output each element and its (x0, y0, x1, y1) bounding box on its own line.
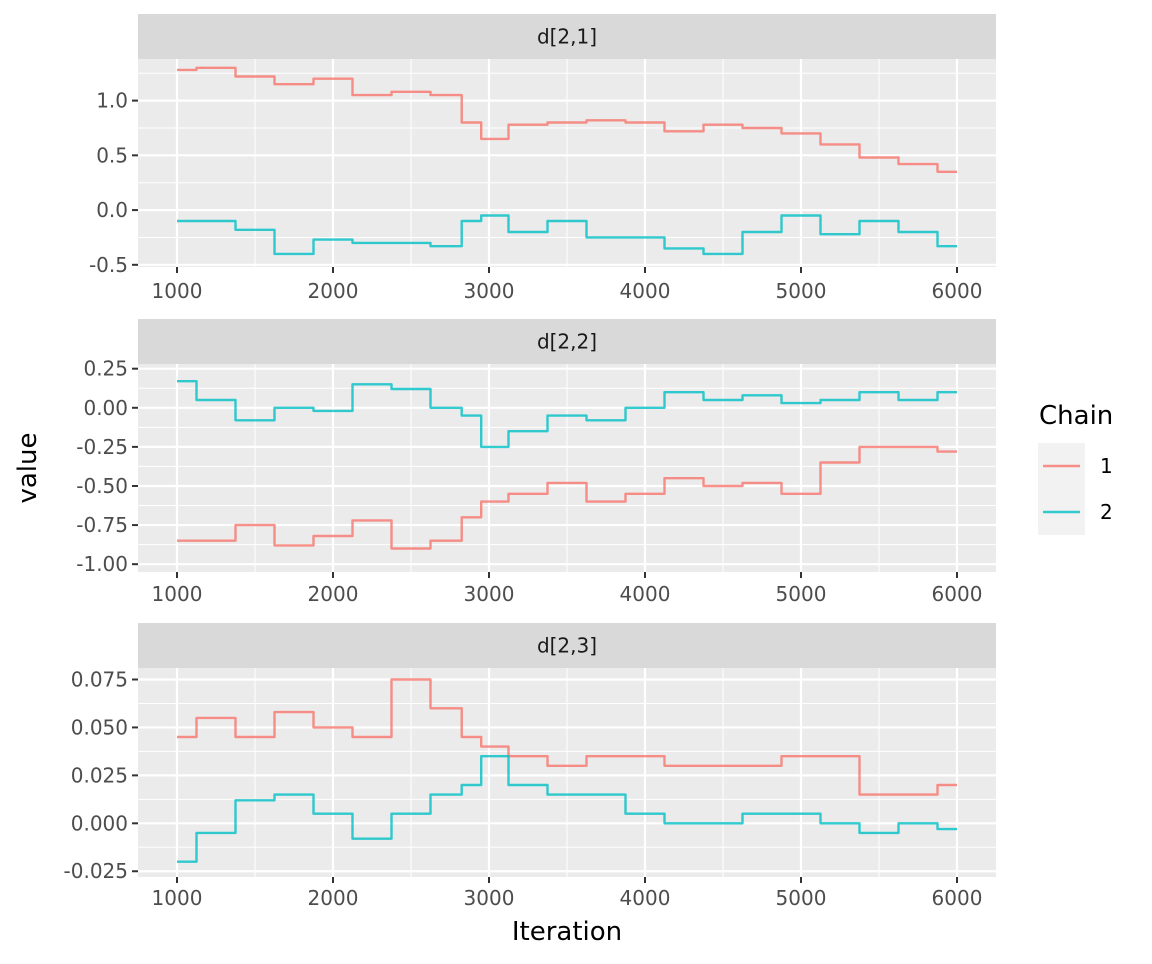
y-tick-label: 0.050 (71, 715, 128, 739)
x-tick-label: 1000 (152, 582, 203, 606)
facet-strip-label: d[2,1] (537, 25, 597, 49)
y-tick-label: 0.025 (71, 763, 128, 787)
facet-panel-1: d[2,1] -0.5 0.0 0.5 1.0 1000 2000 3000 4000 5000 6… (89, 14, 996, 303)
x-tick-label: 3000 (464, 886, 515, 910)
x-tick-label: 6000 (932, 886, 983, 910)
x-tick-label: 6000 (932, 582, 983, 606)
x-tick-label: 1000 (152, 279, 203, 303)
x-tick-label: 4000 (620, 582, 671, 606)
facet-strip (138, 14, 996, 59)
x-tick-label: 2000 (308, 279, 359, 303)
x-tick-label: 6000 (932, 279, 983, 303)
x-tick-label: 5000 (776, 886, 827, 910)
chain-2-trace-line (177, 214, 957, 256)
x-tick-label: 2000 (308, 582, 359, 606)
y-tick-label: -0.025 (64, 859, 128, 883)
facet-strip-label: d[2,2] (537, 330, 597, 354)
x-tick-label: 3000 (464, 279, 515, 303)
x-axis-title: Iteration (512, 917, 622, 947)
x-tick-label: 2000 (308, 886, 359, 910)
y-tick-label: -0.50 (76, 474, 128, 498)
legend-label-chain-1: 1 (1100, 454, 1113, 478)
chain-1-trace-line (177, 66, 957, 173)
facet-strip-label: d[2,3] (537, 634, 597, 658)
y-tick-label: -0.75 (76, 513, 128, 537)
legend-title: Chain (1039, 401, 1113, 431)
x-tick-label: 3000 (464, 582, 515, 606)
y-axis-title: value (13, 432, 43, 503)
legend-label-chain-2: 2 (1100, 500, 1113, 524)
y-tick-label: -1.00 (76, 552, 128, 576)
y-tick-label: -0.5 (89, 253, 128, 277)
facet-strip (138, 319, 996, 364)
facet-panel-2: d[2,2] -1.00 -0.75 -0.50 -0.25 0.00 0.25 1000 20… (76, 319, 996, 606)
facet-panel-3: d[2,3] -0.025 0.000 0.025 0.050 0.075 1000 2000… (64, 623, 996, 910)
x-tick-label: 5000 (776, 279, 827, 303)
y-tick-label: 0.00 (83, 396, 128, 420)
y-tick-label: 0.5 (96, 143, 128, 167)
facet-strip (138, 623, 996, 668)
y-tick-label: 1.0 (96, 89, 128, 113)
chain-1-trace-line (177, 445, 957, 550)
y-tick-label: 0.075 (71, 668, 128, 692)
x-tick-label: 5000 (776, 582, 827, 606)
chain-2-trace-line (177, 380, 957, 449)
chain-2-trace-line (177, 755, 957, 863)
x-tick-label: 1000 (152, 886, 203, 910)
y-tick-label: 0.25 (83, 357, 128, 381)
y-tick-label: -0.25 (76, 435, 128, 459)
y-tick-label: 0.0 (96, 198, 128, 222)
x-tick-label: 4000 (620, 279, 671, 303)
y-tick-label: 0.000 (71, 811, 128, 835)
legend: Chain 1 2 (1038, 401, 1113, 535)
x-tick-label: 4000 (620, 886, 671, 910)
